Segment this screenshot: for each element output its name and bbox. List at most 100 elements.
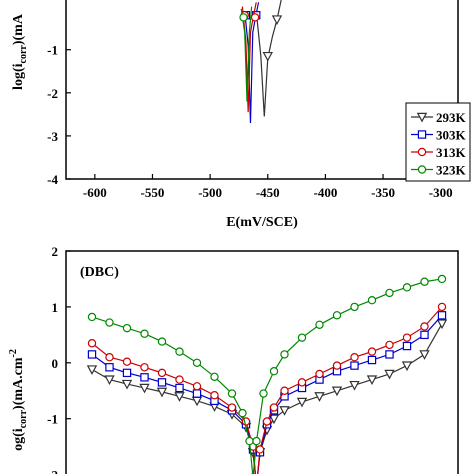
bottom-series-marker-303K: [122, 368, 132, 378]
bottom-series-marker-313K: [192, 382, 202, 391]
bottom-series-marker-323K: [437, 274, 447, 284]
legend-label-303K: 303K: [436, 128, 467, 143]
top-x-tick-label: -450: [256, 185, 280, 200]
bottom-series-marker-323K: [269, 366, 279, 376]
top-series-marker-293K: [262, 51, 273, 62]
legend-marker-313K: [417, 147, 427, 157]
bottom-y-tick-label: 0: [52, 356, 59, 371]
bottom-series-marker-293K: [268, 414, 280, 425]
bottom-series-marker-303K: [175, 383, 184, 393]
top-y-axis-ticks: -4 -3 -2 -1: [47, 43, 71, 187]
bottom-series-marker-293K: [279, 406, 290, 416]
top-series-group: [239, 0, 283, 123]
bottom-series-marker-293K: [366, 375, 378, 386]
bottom-series-marker-313K: [385, 340, 394, 350]
bottom-series-marker-293K: [296, 397, 308, 408]
bottom-series-marker-323K: [332, 311, 342, 320]
top-x-axis-ticks: -600 -550 -500 -450 -400 -350 -300: [83, 174, 453, 200]
top-y-tick-label: -3: [47, 129, 58, 144]
bottom-series-marker-293K: [384, 369, 395, 380]
top-y-axis-label-sub: corr: [18, 45, 29, 64]
top-x-tick-label: -300: [429, 185, 453, 200]
bottom-y-axis-label: og(icorr)(mA.cm-2: [8, 349, 29, 451]
bottom-series-marker-323K: [87, 312, 97, 322]
bottom-series-marker-323K: [210, 372, 219, 381]
legend-box: [405, 102, 471, 182]
bottom-series-marker-303K: [140, 373, 149, 382]
bottom-series-marker-313K: [227, 403, 237, 412]
bottom-series-marker-313K: [280, 386, 289, 395]
bottom-series-marker-323K: [350, 302, 359, 312]
top-y-axis-label-tail: )(mA: [11, 13, 26, 45]
bottom-series-marker-293K: [401, 361, 413, 372]
top-y-tick-label: -1: [47, 43, 58, 58]
bottom-series-marker-313K: [367, 347, 377, 356]
bottom-y-tick-label: -1: [47, 412, 58, 427]
bottom-series-marker-303K: [385, 350, 394, 359]
bottom-series-marker-323K: [238, 408, 247, 418]
bottom-series-marker-293K: [121, 379, 133, 390]
bottom-series-marker-323K: [259, 389, 268, 398]
bottom-series-marker-303K: [105, 363, 114, 372]
bottom-series-marker-323K: [140, 329, 149, 338]
bottom-series-marker-323K: [385, 288, 394, 298]
top-series-marker-313K: [250, 13, 260, 22]
bottom-series-marker-303K: [157, 378, 167, 387]
top-x-axis-label: E(mV/SCE): [226, 215, 298, 230]
bottom-series-marker-303K: [437, 311, 447, 320]
top-y-axis-label: log(icorr)(mA: [11, 13, 29, 90]
bottom-series-marker-323K: [420, 277, 429, 286]
bottom-series-marker-323K: [297, 333, 307, 342]
bottom-y-tick-label: -2: [47, 468, 58, 474]
bottom-series-marker-293K: [191, 396, 203, 407]
bottom-series-marker-313K: [87, 339, 97, 348]
bottom-series-marker-323K: [175, 347, 184, 356]
bottom-series-marker-303K: [367, 355, 377, 365]
legend: 293K 303K 313K 323K: [405, 102, 471, 182]
top-x-tick-label: -500: [198, 185, 222, 200]
bottom-series-marker-293K: [331, 386, 343, 397]
bottom-y-axis-ticks: -2 -1 0 1 2: [47, 244, 71, 474]
bottom-series-marker-313K: [437, 302, 447, 312]
bottom-series-marker-313K: [269, 403, 279, 412]
bottom-series-marker-293K: [104, 375, 115, 386]
bottom-series-marker-303K: [87, 350, 97, 359]
bottom-series-marker-313K: [315, 369, 324, 379]
bottom-series-marker-313K: [297, 378, 307, 387]
bottom-series-marker-323K: [315, 320, 324, 329]
bottom-series-marker-323K: [227, 389, 237, 398]
bottom-series-marker-313K: [210, 391, 219, 400]
top-plot-frame: [65, 0, 459, 180]
top-series-marker-323K: [239, 13, 248, 22]
legend-marker-303K: [417, 130, 427, 139]
bottom-y-tick-label: 1: [52, 300, 59, 315]
bottom-series-group: [86, 274, 448, 474]
bottom-series-marker-323K: [280, 350, 289, 359]
top-x-tick-label: -550: [141, 185, 165, 200]
bottom-series-marker-293K: [139, 383, 150, 394]
bottom-series-marker-303K: [350, 361, 359, 370]
legend-marker-293K: [416, 112, 428, 123]
top-y-tick-label: -2: [47, 86, 58, 101]
bottom-series-marker-323K: [157, 337, 167, 346]
bottom-series-marker-313K: [122, 357, 132, 366]
bottom-y-axis-label-sub: corr: [18, 409, 29, 428]
top-series-line-323K: [240, 6, 253, 102]
legend-label-313K: 313K: [436, 145, 467, 160]
bottom-series-marker-293K: [436, 319, 448, 330]
legend-label-293K: 293K: [436, 110, 467, 125]
bottom-series-marker-313K: [157, 368, 167, 378]
bottom-y-axis-label-sup: -2: [8, 349, 19, 357]
bottom-series-marker-313K: [402, 333, 412, 342]
bottom-series-marker-323K: [245, 436, 254, 446]
bottom-series-marker-293K: [349, 380, 360, 391]
bottom-series-marker-303K: [402, 341, 412, 351]
legend-marker-323K: [417, 165, 427, 174]
bottom-series-marker-323K: [192, 358, 202, 368]
bottom-y-tick-label: 2: [52, 244, 59, 259]
bottom-series-marker-323K: [367, 295, 377, 305]
bottom-series-marker-303K: [192, 389, 202, 398]
top-series-marker-293K: [271, 15, 283, 26]
top-panel: -600 -550 -500 -450 -400 -350 -300 -4 -3 -2 -1 E(…: [11, 0, 471, 230]
